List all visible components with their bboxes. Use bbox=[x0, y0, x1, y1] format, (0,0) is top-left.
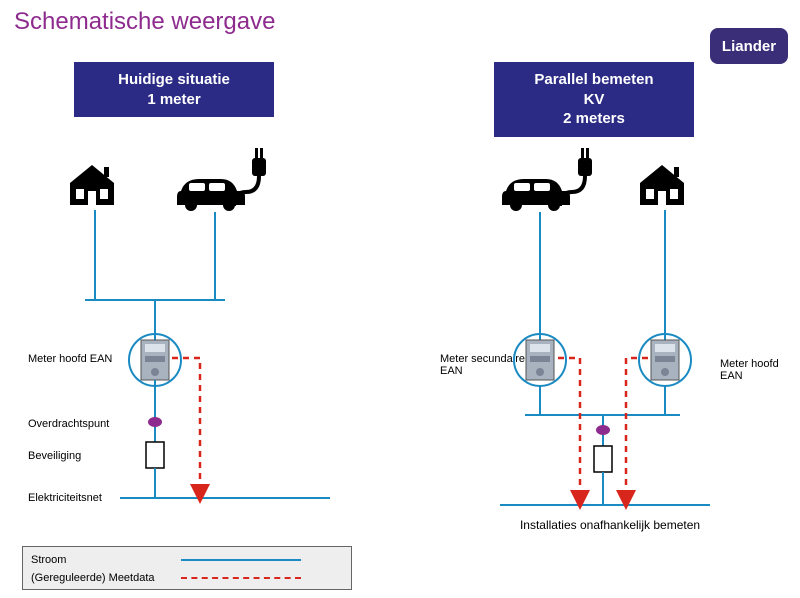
house-icon bbox=[640, 165, 684, 205]
label-meter-hoofd-left: Meter hoofd EAN bbox=[28, 353, 112, 365]
liander-logo: Liander bbox=[710, 28, 788, 64]
overdracht-dot bbox=[148, 417, 162, 427]
meter-icon bbox=[651, 340, 679, 380]
label-meter-hoofd-right: Meter hoofd EAN bbox=[720, 358, 800, 382]
scenario-left-line1: Huidige situatie bbox=[118, 71, 230, 88]
page-title: Schematische weergave bbox=[14, 8, 275, 36]
plug-icon bbox=[234, 148, 266, 206]
car-icon bbox=[177, 179, 245, 211]
scenario-box-current: Huidige situatie 1 meter bbox=[74, 62, 274, 117]
overdracht-dot bbox=[596, 425, 610, 435]
scenario-right-line3: 2 meters bbox=[563, 110, 625, 127]
left-diagram bbox=[70, 148, 330, 498]
beveiliging-box bbox=[594, 446, 612, 472]
meetdata-line-right-2 bbox=[626, 358, 648, 500]
scenario-box-parallel: Parallel bemeten KV 2 meters bbox=[494, 62, 694, 137]
label-elektriciteitsnet: Elektriciteitsnet bbox=[28, 492, 102, 504]
label-beveiliging: Beveiliging bbox=[28, 450, 81, 462]
meetdata-line-left bbox=[172, 358, 200, 494]
scenario-left-line2: 1 meter bbox=[147, 91, 200, 108]
scenario-right-line2: KV bbox=[584, 91, 605, 108]
car-icon bbox=[502, 179, 570, 211]
legend-stroom-line bbox=[181, 559, 301, 561]
caption-right: Installaties onafhankelijk bemeten bbox=[510, 518, 710, 532]
meter-icon bbox=[526, 340, 554, 380]
legend: Stroom (Gereguleerde) Meetdata bbox=[22, 546, 352, 590]
legend-meetdata-line bbox=[181, 577, 301, 579]
label-overdrachtspunt: Overdrachtspunt bbox=[28, 418, 109, 430]
plug-icon bbox=[560, 148, 592, 206]
beveiliging-box bbox=[146, 442, 164, 468]
house-icon bbox=[70, 165, 114, 205]
meter-icon bbox=[141, 340, 169, 380]
legend-meetdata-label: (Gereguleerde) Meetdata bbox=[31, 572, 181, 584]
label-meter-secundaire: Meter secundaire EAN bbox=[440, 353, 530, 377]
legend-stroom-label: Stroom bbox=[31, 554, 181, 566]
scenario-right-line1: Parallel bemeten bbox=[534, 71, 653, 88]
meetdata-line-right-1 bbox=[558, 358, 580, 500]
right-diagram bbox=[500, 148, 710, 505]
